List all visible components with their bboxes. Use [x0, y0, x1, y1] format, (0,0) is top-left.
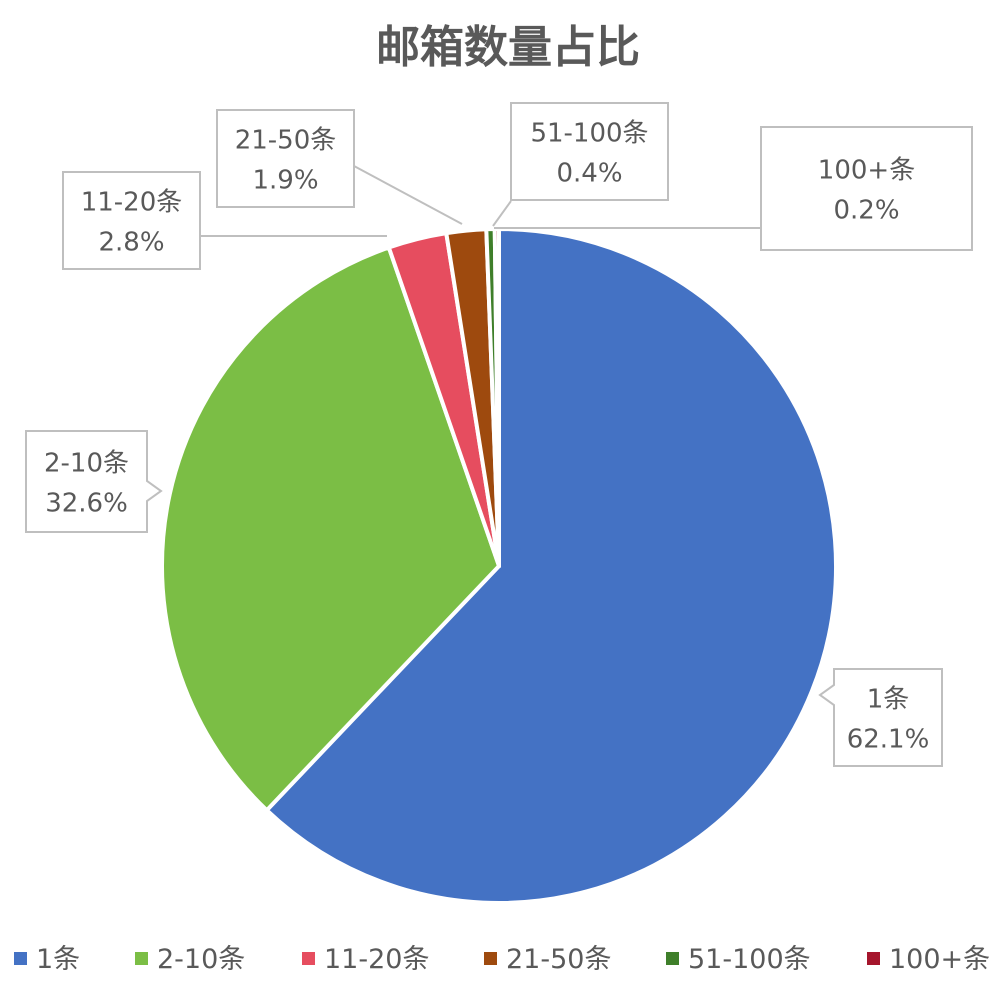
data-label-category-11-20-2: 11-20条 [81, 188, 183, 218]
data-label-percent-51-100-4: 0.4% [556, 159, 622, 189]
legend-label-21-50-3: 21-50条 [506, 944, 611, 975]
data-label-percent-2-10-1: 32.6% [45, 489, 128, 519]
legend-item-100plus-5: 100+条 [867, 944, 990, 975]
data-label-percent-11-20-2: 2.8% [98, 228, 164, 258]
data-label-percent-100plus-5: 0.2% [833, 196, 899, 226]
callout-box-1-0 [818, 668, 943, 767]
legend-item-2-10-1: 2-10条 [135, 944, 245, 975]
pie-slices [160, 227, 838, 905]
legend-item-1-0: 1条 [14, 944, 80, 975]
legend-swatch-21-50-3 [484, 952, 497, 965]
leader-lines [200, 165, 761, 237]
legend-swatch-1-0 [14, 952, 27, 965]
legend-swatch-51-100-4 [666, 952, 679, 965]
leader-line-51-100-4 [492, 200, 512, 227]
callout-box-51-100-4 [510, 102, 669, 201]
data-label-category-1-0: 1条 [867, 685, 910, 715]
chart-title: 邮箱数量占比 [376, 22, 640, 73]
data-label-category-21-50-3: 21-50条 [235, 126, 337, 156]
leader-line-21-50-3 [353, 165, 463, 225]
legend-label-11-20-2: 11-20条 [324, 944, 429, 975]
legend-label-51-100-4: 51-100条 [688, 944, 811, 975]
legend-label-2-10-1: 2-10条 [157, 944, 245, 975]
legend-item-21-50-3: 21-50条 [484, 944, 611, 975]
callout-box-21-50-3 [216, 109, 355, 208]
data-label-percent-1-0: 62.1% [847, 725, 930, 755]
callout-box-2-10-1 [25, 430, 163, 533]
data-label-callouts: 1条 62.1% 2-10条 32.6% 11-20条 2.8% 21-50条 1.9% 51-… [25, 102, 973, 767]
legend-swatch-2-10-1 [135, 952, 148, 965]
legend-item-51-100-4: 51-100条 [666, 944, 811, 975]
data-label-category-51-100-4: 51-100条 [530, 119, 648, 149]
data-label-percent-21-50-3: 1.9% [252, 166, 318, 196]
pie-slice-1-0 [264, 227, 838, 905]
pie-slice-2-10-1 [160, 245, 501, 813]
data-label-category-100plus-5: 100+条 [818, 156, 915, 186]
callout-box-11-20-2 [62, 171, 201, 270]
legend-label-100plus-5: 100+条 [889, 944, 990, 975]
legend-swatch-100plus-5 [867, 952, 880, 965]
data-label-category-2-10-1: 2-10条 [44, 449, 129, 479]
callout-box-100plus-5 [760, 126, 973, 251]
legend-label-1-0: 1条 [36, 944, 80, 975]
legend-swatch-11-20-2 [302, 952, 315, 965]
legend-item-11-20-2: 11-20条 [302, 944, 429, 975]
legend: 1条 2-10条 11-20条 21-50条 51-100条 100+条 [14, 944, 990, 975]
